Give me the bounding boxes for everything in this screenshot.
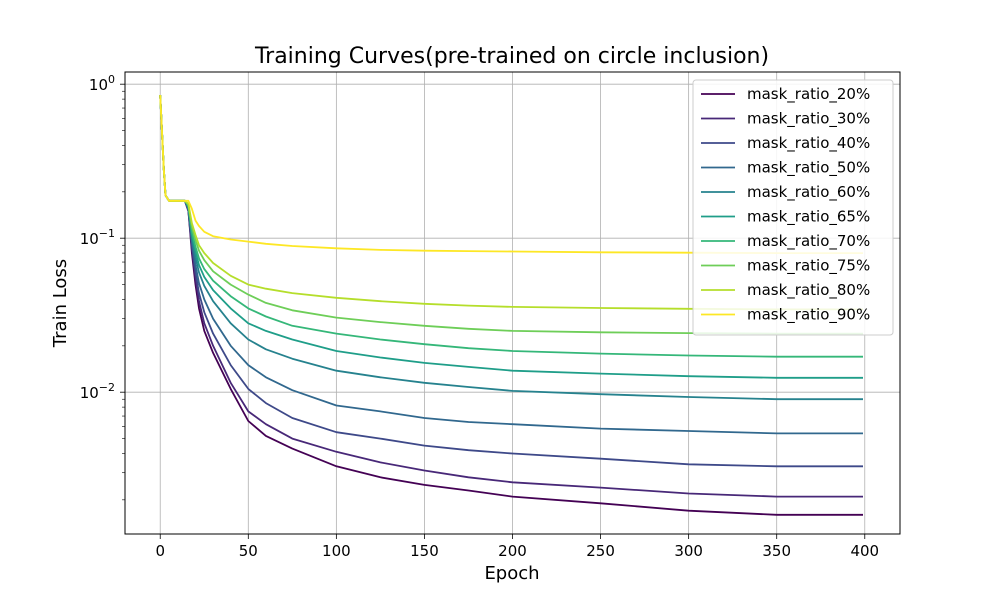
series-line bbox=[159, 95, 863, 254]
y-tick-label: 10−2 bbox=[80, 381, 115, 402]
series-lines bbox=[159, 95, 863, 516]
x-axis-label: Epoch bbox=[484, 563, 539, 584]
x-tick-label: 400 bbox=[850, 542, 879, 560]
x-tick-label: 150 bbox=[410, 542, 439, 560]
legend-label: mask_ratio_65% bbox=[747, 208, 870, 227]
y-axis-label: Train Loss bbox=[50, 259, 71, 348]
chart-title: Training Curves(pre-trained on circle in… bbox=[254, 44, 769, 69]
axis-ticks: 0 50 100 150 200 250 300 350 400 100 10−1 10−2 bbox=[80, 73, 879, 560]
legend-label: mask_ratio_90% bbox=[747, 306, 870, 325]
x-tick-label: 300 bbox=[674, 542, 703, 560]
legend-label: mask_ratio_20% bbox=[747, 85, 870, 104]
y-tick-label: 100 bbox=[89, 73, 115, 94]
legend-label: mask_ratio_40% bbox=[747, 134, 870, 153]
legend-label: mask_ratio_50% bbox=[747, 159, 870, 178]
y-tick-label: 10−1 bbox=[80, 227, 115, 248]
x-tick-label: 200 bbox=[498, 542, 527, 560]
legend-label: mask_ratio_75% bbox=[747, 257, 870, 276]
legend-label: mask_ratio_80% bbox=[747, 281, 870, 300]
legend-label: mask_ratio_30% bbox=[747, 110, 870, 129]
legend-box bbox=[692, 79, 894, 336]
x-tick-label: 250 bbox=[586, 542, 615, 560]
legend-label: mask_ratio_60% bbox=[747, 183, 870, 202]
x-tick-label: 50 bbox=[239, 542, 258, 560]
legend: mask_ratio_20% mask_ratio_30% mask_ratio_4… bbox=[692, 79, 894, 336]
x-tick-label: 0 bbox=[155, 542, 165, 560]
legend-label: mask_ratio_70% bbox=[747, 232, 870, 251]
x-tick-label: 350 bbox=[762, 542, 791, 560]
x-tick-label: 100 bbox=[322, 542, 351, 560]
